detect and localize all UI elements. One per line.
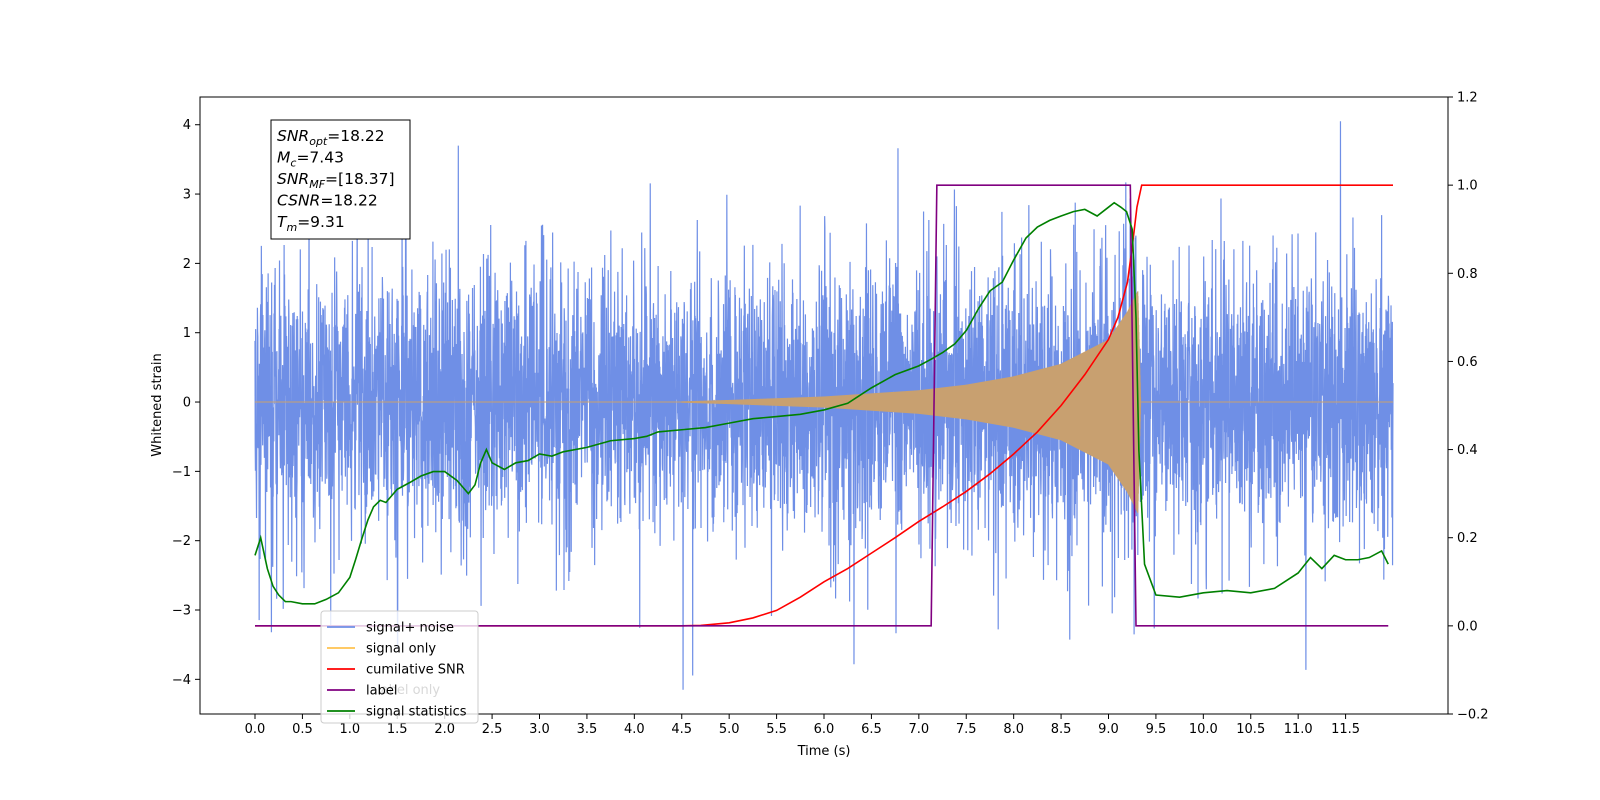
y2-tick-label: 0.0 [1457, 619, 1478, 634]
legend-entry-label: signal+ noise [366, 621, 454, 636]
y2-tick-label: −0.2 [1457, 708, 1489, 723]
x-tick-label: 0.0 [245, 722, 266, 737]
legend-entry-label: label [366, 684, 397, 699]
y-tick-label: 0 [183, 396, 191, 411]
y2-tick-label: 0.4 [1457, 443, 1478, 458]
series-signal-statistics [254, 201, 1389, 605]
series-signal-plus-noise [254, 121, 1394, 690]
annotation-line: Tm=9.31 [277, 213, 345, 234]
y-axis-right: −0.2 0.0 0.2 0.4 0.6 0.8 1.0 1.2 [1448, 91, 1489, 723]
x-tick-label: 3.5 [577, 722, 598, 737]
y-tick-label: −2 [172, 534, 191, 549]
legend-entry-label: cumilative SNR [366, 663, 465, 678]
y-tick-label: 4 [183, 118, 191, 133]
stats-annotation-box: SNRopt=18.22Mc=7.43SNRMF=[18.37]CSNR=18.… [270, 119, 411, 240]
series-cumilative-snr [255, 184, 1393, 627]
x-tick-label: 5.5 [766, 722, 787, 737]
x-tick-label: 4.5 [671, 722, 692, 737]
legend: label only signal+ noise signal only cumila… [320, 610, 479, 724]
y-tick-label: 3 [183, 188, 191, 203]
x-tick-label: 2.0 [434, 722, 455, 737]
x-tick-label: 4.0 [624, 722, 645, 737]
annotation-line: CSNR=18.22 [277, 192, 378, 210]
x-tick-label: 9.5 [1146, 722, 1167, 737]
y2-tick-label: 0.8 [1457, 267, 1478, 282]
legend-entry-label: signal statistics [366, 705, 467, 720]
x-tick-label: 7.5 [956, 722, 977, 737]
x-tick-label: 1.0 [339, 722, 360, 737]
y2-tick-label: 1.2 [1457, 91, 1478, 106]
y2-tick-label: 1.0 [1457, 179, 1478, 194]
x-tick-label: 8.5 [1051, 722, 1072, 737]
annotation-line: Mc=7.43 [277, 149, 344, 170]
legend-entry-label: signal only [366, 642, 436, 657]
x-tick-label: 1.5 [387, 722, 408, 737]
y-tick-label: 1 [183, 326, 191, 341]
x-axis: 0.0 0.5 1.0 1.5 2.0 2.5 3.0 3.5 4.0 4.5 5.0 5.5 6.0 6… [245, 714, 1360, 737]
y-tick-label: −4 [172, 673, 191, 688]
annotation-frame [270, 119, 411, 240]
x-tick-label: 8.0 [1003, 722, 1024, 737]
series-signal-only [255, 291, 1393, 513]
x-tick-label: 9.0 [1098, 722, 1119, 737]
x-tick-label: 6.0 [814, 722, 835, 737]
y-tick-label: 2 [183, 257, 191, 272]
y-axis-label: Whitened strain [150, 353, 165, 456]
series-label [255, 184, 1389, 627]
x-tick-label: 5.0 [719, 722, 740, 737]
y2-tick-label: 0.6 [1457, 355, 1478, 370]
plot-area [254, 121, 1394, 690]
x-axis-label: Time (s) [797, 744, 851, 759]
y-tick-label: −3 [172, 604, 191, 619]
x-tick-label: 7.0 [908, 722, 929, 737]
y-axis-left: −4 −3 −2 −1 0 1 2 3 4 [172, 118, 200, 688]
x-tick-label: 2.5 [482, 722, 503, 737]
y2-tick-label: 0.2 [1457, 531, 1478, 546]
x-tick-label: 10.5 [1236, 722, 1265, 737]
y-tick-label: −1 [172, 465, 191, 480]
occluded-label-text: label only [377, 683, 440, 698]
x-tick-label: 6.5 [861, 722, 882, 737]
annotation-line: SNRMF=[18.37] [277, 170, 395, 191]
x-tick-label: 0.5 [292, 722, 313, 737]
x-tick-label: 10.0 [1189, 722, 1218, 737]
x-tick-label: 11.5 [1331, 722, 1360, 737]
annotation-line: SNRopt=18.22 [277, 127, 385, 148]
x-tick-label: 11.0 [1284, 722, 1313, 737]
x-tick-label: 3.0 [529, 722, 550, 737]
legend-frame [320, 610, 479, 724]
